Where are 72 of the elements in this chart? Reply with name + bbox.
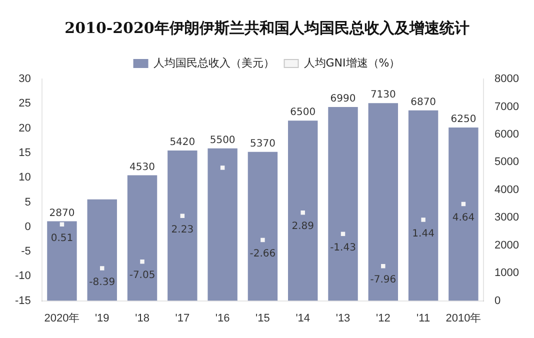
y2-tick-label: 1000	[494, 267, 520, 280]
legend-label: 人均国民总收入（美元）	[153, 56, 274, 70]
data-label: 6990	[330, 94, 356, 105]
x-tick-label: '12	[376, 312, 390, 324]
data-label: 4.64	[452, 212, 475, 224]
point	[100, 266, 104, 270]
x-tick-label: 2010年	[446, 312, 482, 324]
bar	[368, 103, 398, 301]
bar	[328, 107, 358, 301]
y-tick-label: 30	[18, 73, 31, 86]
y-tick-label: 0	[24, 220, 31, 233]
x-tick-label: '19	[94, 312, 110, 324]
data-label: -1.43	[330, 242, 356, 254]
y2-tick-label: 7000	[494, 100, 520, 113]
y2-tick-label: 2000	[494, 239, 520, 252]
y-tick-label: -10	[14, 270, 31, 282]
data-label: -8.39	[89, 276, 116, 288]
data-label: 2870	[49, 208, 75, 219]
x-tick-label: '11	[416, 312, 430, 324]
bar	[47, 221, 77, 301]
data-label: 6870	[410, 96, 436, 108]
bar	[87, 199, 117, 301]
bar	[127, 175, 158, 301]
point	[381, 264, 386, 268]
bar	[288, 120, 318, 301]
bar	[248, 152, 278, 301]
y2-tick-label: 3000	[494, 212, 520, 224]
x-tick-label: '17	[175, 312, 190, 324]
x-tick-label: '14	[296, 312, 310, 324]
point	[260, 238, 265, 242]
y2-tick-label: 4000	[494, 184, 520, 196]
point	[421, 218, 426, 222]
bar	[408, 110, 438, 301]
y-tick-label: 25	[18, 98, 31, 110]
point	[140, 259, 144, 264]
y-tick-label: 20	[18, 122, 31, 134]
chart-title: 2010-2020年伊朗伊斯兰共和国人均国民总收入及增速统计	[64, 18, 470, 37]
bar	[448, 128, 478, 301]
y-tick-label: 5	[24, 196, 31, 208]
data-label: 4530	[130, 162, 155, 173]
y-tick-label: -15	[14, 294, 31, 307]
y2-tick-label: 5000	[494, 156, 520, 168]
data-label: 6500	[290, 107, 316, 118]
data-label: 0.51	[50, 232, 74, 244]
y-tick-label: 10	[18, 172, 31, 184]
x-tick-label: '18	[135, 312, 150, 324]
data-label: -2.66	[250, 248, 276, 260]
y-tick-label: -5	[21, 246, 31, 258]
data-label: 1.44	[412, 228, 434, 240]
data-label: 6250	[450, 114, 476, 126]
x-tick-label: '15	[256, 312, 270, 324]
data-label: 5500	[210, 134, 236, 146]
point	[60, 222, 64, 226]
data-label: -7.05	[129, 270, 156, 282]
x-tick-label: '16	[215, 312, 230, 324]
y2-tick-label: 8000	[494, 73, 520, 86]
data-label: 2.23	[171, 224, 194, 236]
bar	[168, 150, 198, 301]
y2-tick-label: 6000	[494, 128, 520, 140]
point	[220, 166, 225, 170]
data-label: -7.96	[370, 274, 396, 286]
data-label: 5420	[170, 137, 196, 148]
y2-tick-label: 0	[494, 294, 501, 307]
legend-label: 人均GNI增速（%）	[304, 56, 400, 70]
point	[300, 210, 305, 215]
data-label: 7130	[370, 90, 396, 101]
x-tick-label: 2020年	[44, 312, 80, 324]
bar	[208, 148, 238, 301]
y-tick-label: 15	[18, 146, 31, 159]
data-label: 2.89	[292, 221, 314, 232]
data-label: 5370	[250, 138, 276, 150]
x-tick-label: '13	[336, 312, 350, 324]
